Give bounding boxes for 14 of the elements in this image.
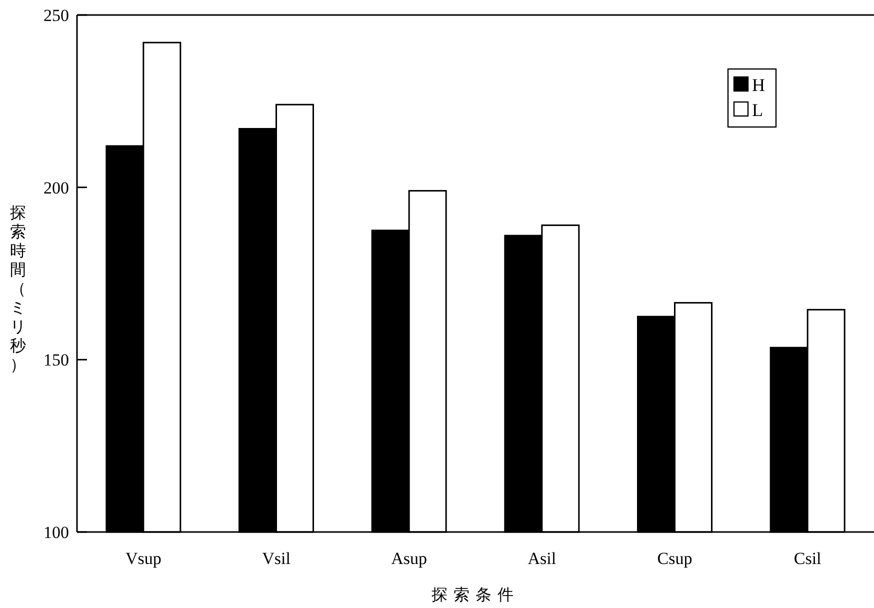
y-axis-title: 探索時間（ミリ秒） [10,205,26,374]
legend-label: H [752,75,765,95]
y-tick-label: 250 [44,6,69,25]
x-tick-label: Asup [391,549,428,568]
y-tick-label: 100 [44,523,69,542]
y-tick-label: 200 [44,178,69,198]
x-tick-label: Asil [528,549,556,568]
x-axis-title: 探索条件 [432,586,520,604]
y-tick-label: 150 [44,350,69,370]
x-tick-label: Csil [794,549,822,568]
x-tick-label: Vsil [262,549,291,568]
x-tick-label: Csup [657,549,692,568]
x-tick-label: Vsup [125,549,162,568]
legend-label: L [752,100,763,120]
